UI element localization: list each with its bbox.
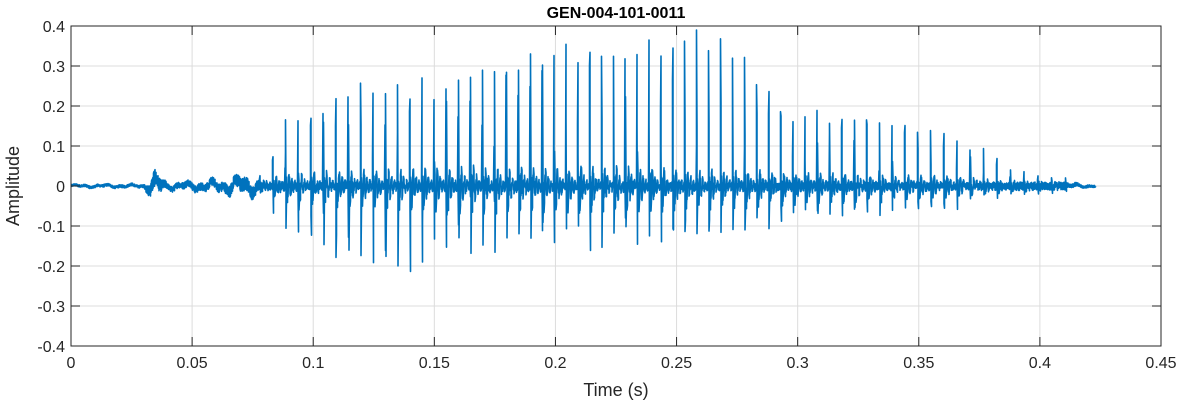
tick-marks bbox=[70, 25, 1162, 347]
y-tick-labels: -0.4 -0.3 -0.2 -0.1 0 0.1 0.2 0.3 0.4 bbox=[37, 19, 65, 356]
y-tick-label: -0.4 bbox=[37, 339, 65, 356]
x-tick-label: 0.15 bbox=[419, 355, 450, 372]
x-tick-label: 0.05 bbox=[177, 355, 208, 372]
y-tick-label: 0.1 bbox=[43, 139, 65, 156]
y-axis-label: Amplitude bbox=[3, 146, 23, 226]
y-tick-label: 0.3 bbox=[43, 59, 65, 76]
y-tick-label: -0.2 bbox=[37, 259, 65, 276]
x-tick-label: 0.1 bbox=[302, 355, 324, 372]
y-tick-label: 0.4 bbox=[43, 19, 65, 36]
y-tick-label: -0.3 bbox=[37, 299, 65, 316]
x-tick-label: 0.25 bbox=[661, 355, 692, 372]
x-tick-labels: 0 0.05 0.1 0.15 0.2 0.25 0.3 0.35 0.4 0.45 bbox=[67, 355, 1177, 372]
x-tick-label: 0.2 bbox=[544, 355, 566, 372]
series-layer bbox=[71, 29, 1097, 273]
x-tick-label: 0.35 bbox=[903, 355, 934, 372]
chart-title: GEN-004-101-0011 bbox=[547, 5, 686, 22]
y-tick-label: -0.1 bbox=[37, 219, 65, 236]
y-tick-label: 0.2 bbox=[43, 99, 65, 116]
x-tick-label: 0.4 bbox=[1029, 355, 1051, 372]
y-tick-label: 0 bbox=[56, 179, 65, 196]
x-tick-label: 0 bbox=[67, 355, 76, 372]
x-axis-label: Time (s) bbox=[583, 380, 648, 400]
x-tick-label: 0.45 bbox=[1145, 355, 1176, 372]
x-tick-label: 0.3 bbox=[787, 355, 809, 372]
waveform-line bbox=[71, 29, 1097, 273]
